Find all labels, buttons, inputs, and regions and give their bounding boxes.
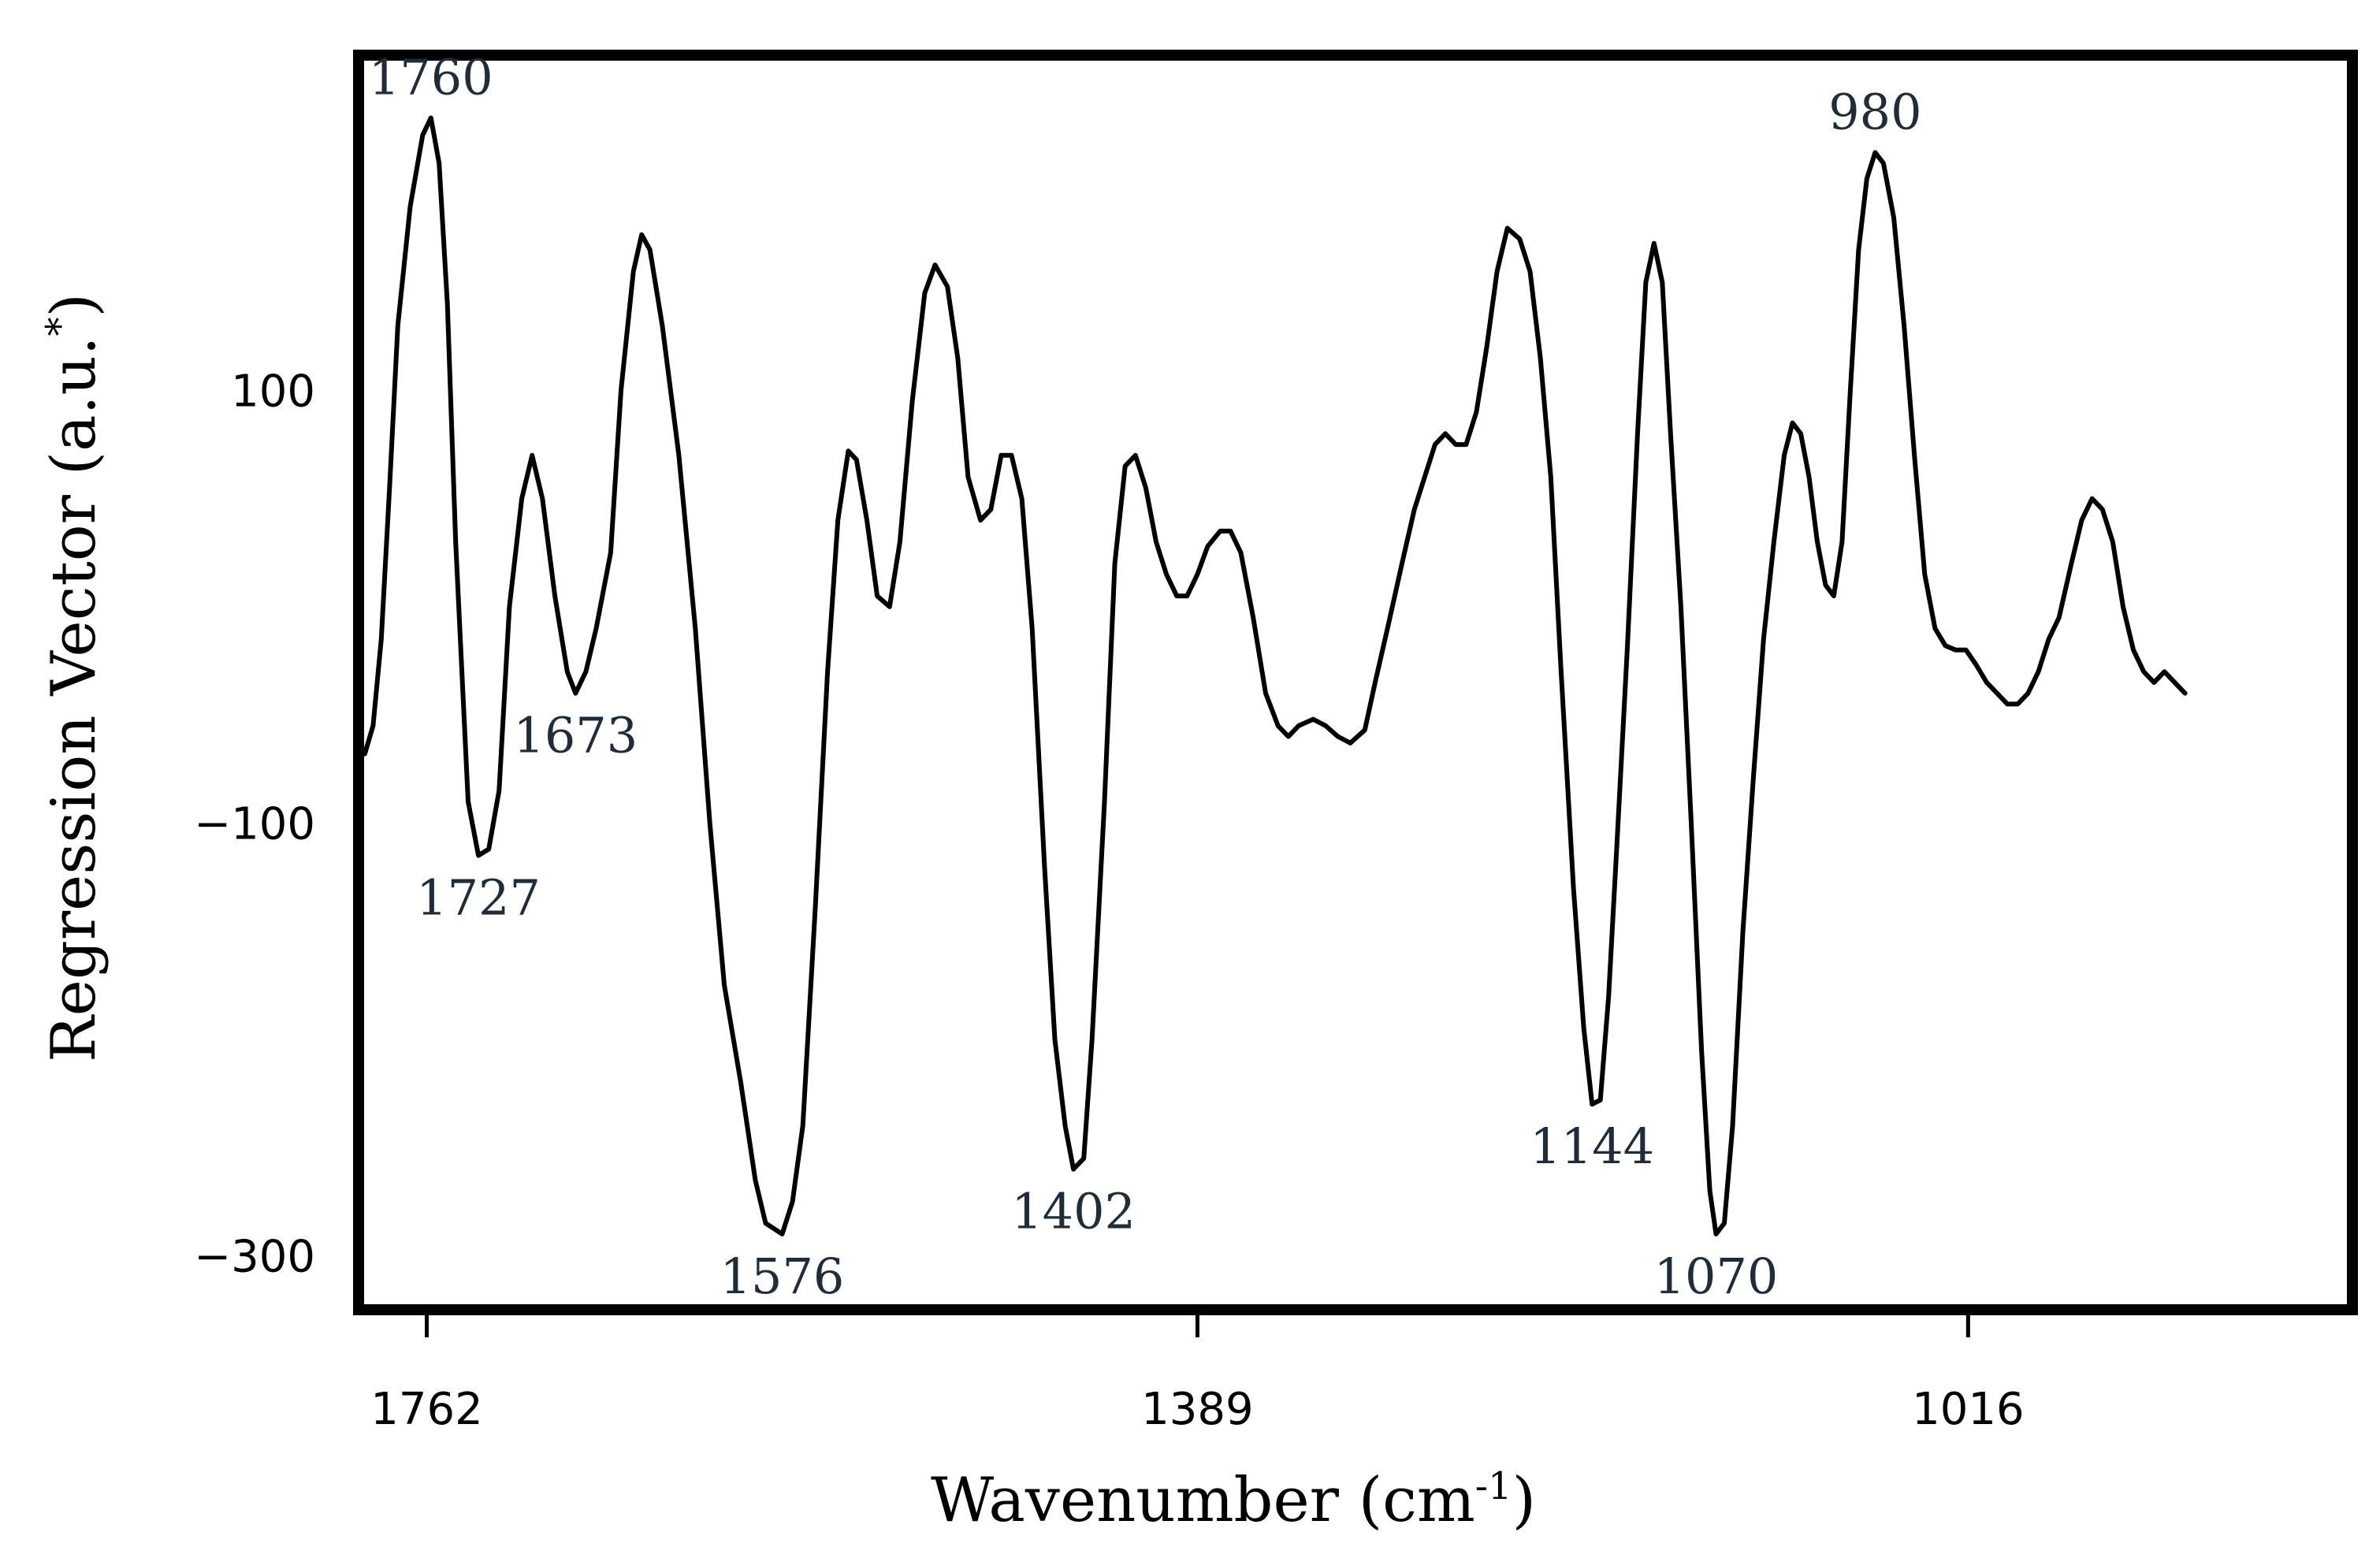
x-tick-label-1016: 1016 <box>1912 1384 2025 1435</box>
peak-label-1402: 1402 <box>1011 1183 1136 1240</box>
plot-frame <box>353 50 2358 1315</box>
peak-label-980: 980 <box>1828 84 1921 141</box>
peak-label-1760: 1760 <box>369 49 493 106</box>
x-axis-title: Wavenumber (cm-1) <box>931 1464 1536 1536</box>
y-tick-label-0: 100 <box>231 366 315 417</box>
peak-label-1727: 1727 <box>416 869 541 927</box>
peak-label-1673: 1673 <box>513 707 638 764</box>
y-tick-label-1: −100 <box>194 798 315 850</box>
x-tick-label-1389: 1389 <box>1141 1384 1254 1435</box>
peak-label-1144: 1144 <box>1530 1117 1654 1175</box>
y-tick-label-2: −300 <box>194 1231 315 1282</box>
series-line-0 <box>362 115 2188 1236</box>
peak-label-1576: 1576 <box>720 1248 845 1305</box>
x-tick-label-1762: 1762 <box>370 1384 483 1435</box>
peak-label-1070: 1070 <box>1654 1248 1779 1305</box>
y-axis-title: Regression Vector (a.u.*) <box>38 293 110 1062</box>
